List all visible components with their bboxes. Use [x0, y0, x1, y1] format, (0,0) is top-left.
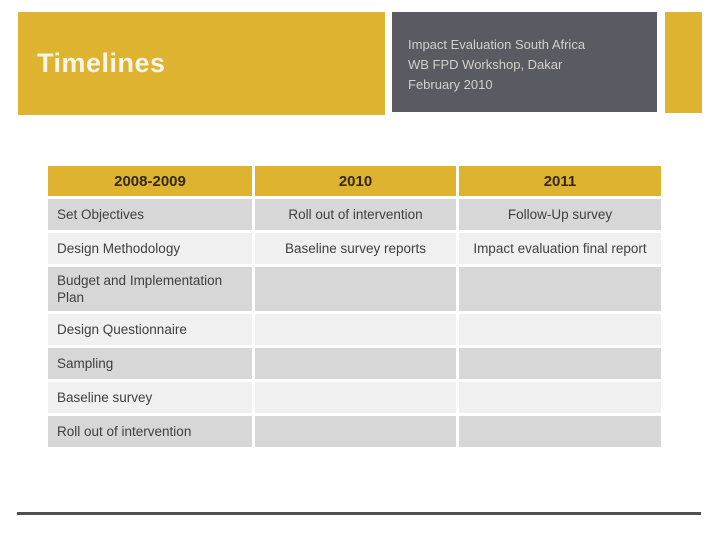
table-cell: [255, 382, 456, 413]
table-cell: [459, 348, 661, 379]
slide-subtitle-box: Impact Evaluation South Africa WB FPD Wo…: [392, 12, 657, 112]
table-cell: Impact evaluation final report: [459, 233, 661, 264]
table-cell: [255, 348, 456, 379]
slide-title: Timelines: [37, 48, 166, 78]
table-cell: [459, 382, 661, 413]
timeline-table: 2008-2009 2010 2011 Set Objectives Roll …: [48, 166, 661, 447]
table-cell: [459, 314, 661, 345]
table-cell: [255, 314, 456, 345]
table-cell: Baseline survey: [48, 382, 252, 413]
table-cell: Budget and Implementation Plan: [48, 267, 252, 311]
table-cell: Roll out of intervention: [255, 199, 456, 230]
table-cell: [459, 416, 661, 447]
subtitle-line-1: Impact Evaluation South Africa: [408, 37, 586, 52]
table-cell: Design Methodology: [48, 233, 252, 264]
table-cell: Roll out of intervention: [48, 416, 252, 447]
table-cell: Follow-Up survey: [459, 199, 661, 230]
table-header-cell: 2011: [459, 166, 661, 196]
table-cell: Sampling: [48, 348, 252, 379]
table-cell: [459, 267, 661, 311]
subtitle-line-2: WB FPD Workshop, Dakar: [408, 57, 563, 72]
table-header-cell: 2010: [255, 166, 456, 196]
slide-title-box: Timelines: [18, 12, 385, 115]
table-cell: [255, 416, 456, 447]
accent-strip: [665, 12, 702, 113]
table-cell: Baseline survey reports: [255, 233, 456, 264]
subtitle-line-3: February 2010: [408, 77, 493, 92]
table-cell: Design Questionnaire: [48, 314, 252, 345]
table-cell: Set Objectives: [48, 199, 252, 230]
bottom-divider: [17, 512, 701, 515]
table-header-cell: 2008-2009: [48, 166, 252, 196]
table-cell: [255, 267, 456, 311]
